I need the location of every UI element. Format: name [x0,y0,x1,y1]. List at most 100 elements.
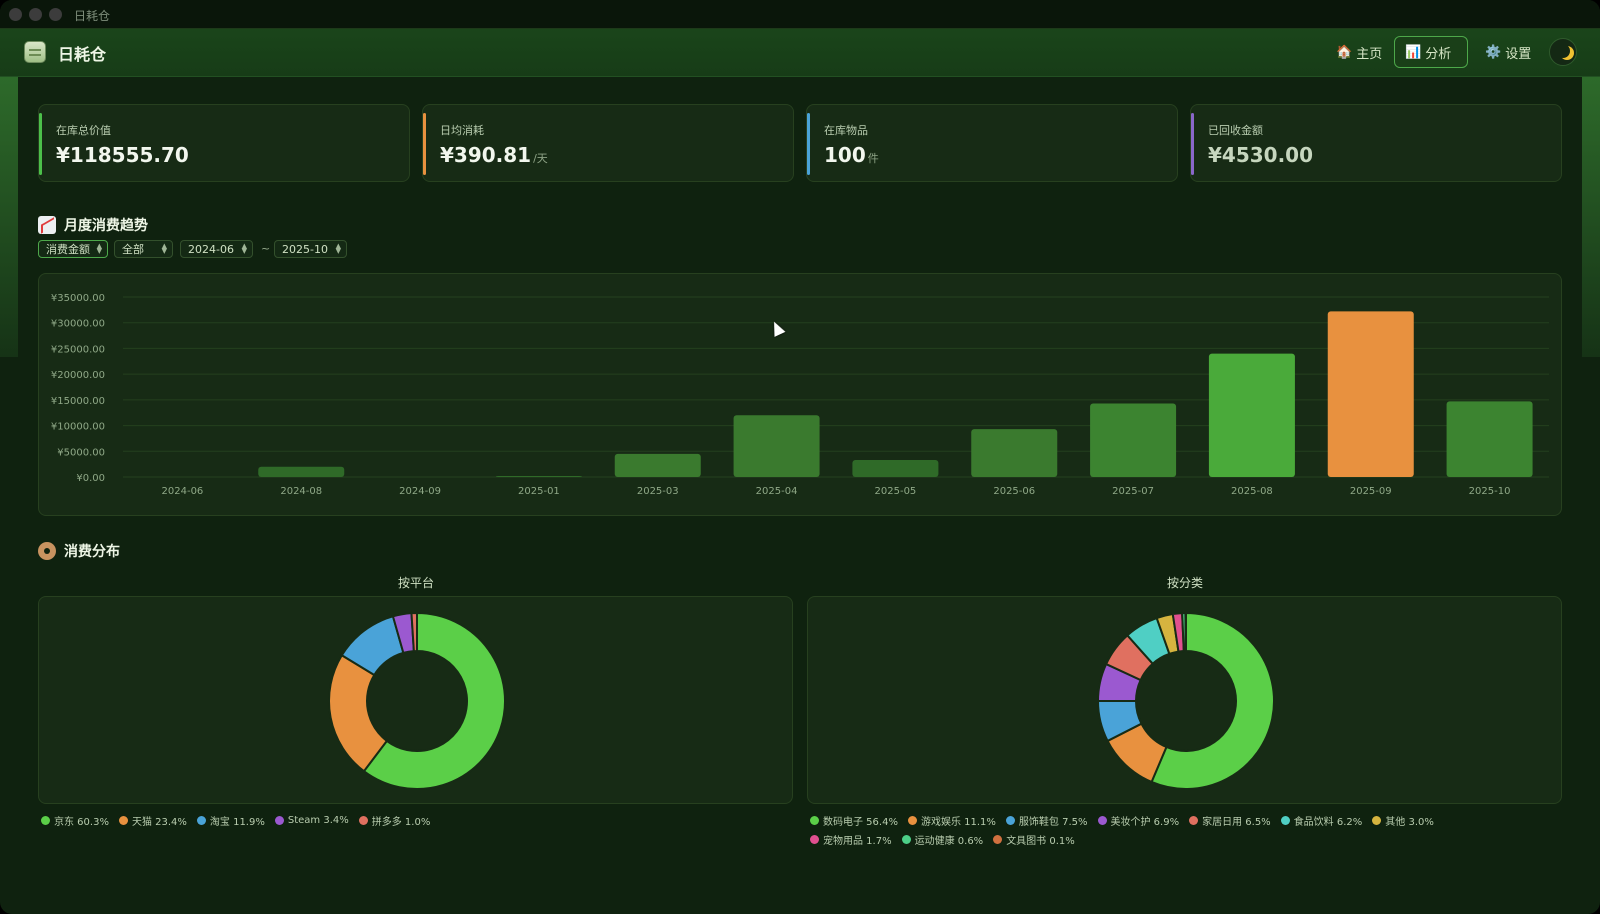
legend-item[interactable]: 食品饮料 6.2% [1280,813,1363,828]
slice-天猫[interactable] [328,653,389,773]
legend-label: 家居日用 6.5% [1202,817,1271,828]
nav-home[interactable]: 🏠 主页 [1326,36,1392,68]
app-name: 日耗仓 [58,45,107,64]
legend-item[interactable]: 游戏娱乐 11.1% [907,813,996,828]
trend-title-text: 月度消费趋势 [64,218,148,234]
legend-swatch [810,835,819,844]
house-icon: 🏠 [1336,44,1353,60]
stat-value-text: ¥4530.00 [1208,143,1314,167]
bar-2025-09[interactable] [1327,311,1414,477]
bar-2025-03[interactable] [614,453,701,477]
legend-item[interactable]: 运动健康 0.6% [901,832,983,847]
nav-analysis[interactable]: 📊 分析 [1394,36,1468,68]
legend-label: 美妆个护 6.9% [1110,817,1180,828]
zoom-window-button[interactable] [49,8,62,21]
y-tick-label: ¥0.00 [76,473,105,484]
legend-item[interactable]: 淘宝 11.9% [196,813,265,828]
bar-2025-07[interactable] [1090,403,1177,477]
distribution-section-title: 消费分布 [38,541,120,561]
bar-2024-08[interactable] [258,466,345,477]
bar-2025-04[interactable] [733,415,820,477]
bar-2025-06[interactable] [971,429,1058,477]
left-edge-glow [0,77,18,357]
legend-swatch [901,835,911,844]
slice-拼多多[interactable] [410,611,418,653]
slice-京东[interactable] [362,611,506,790]
platform-donut-panel [38,596,793,804]
legend-label: 文具图书 0.1% [1006,836,1075,847]
category-chart-title: 按分类 [1166,576,1203,590]
platform-legend: 京东 60.3% 天猫 23.4% 淘宝 11.9% Steam 3.4% 拼多多 1.… [41,813,781,828]
nav-analysis-label: 分析 [1425,46,1452,62]
select-arrows-icon: ▲ ▼ [241,242,247,255]
stat-value-text: ¥118555.70 [56,143,189,167]
legend-swatch [993,835,1003,844]
legend-item[interactable]: 数码电子 56.4% [810,813,898,828]
legend-swatch [1097,816,1107,825]
legend-swatch [274,816,284,825]
legend-label: 服饰鞋包 7.5% [1018,817,1088,828]
stat-value-text: ¥390.81 [440,143,532,167]
legend-item[interactable]: 天猫 23.4% [118,813,187,828]
slice-文具图书[interactable] [1184,611,1187,653]
select-arrows-icon: ▲ ▼ [96,242,102,255]
legend-item[interactable]: 文具图书 0.1% [993,832,1075,847]
bar-2025-08[interactable] [1208,353,1295,477]
legend-item[interactable]: 其他 3.0% [1372,813,1434,828]
legend-label: 淘宝 11.9% [209,817,265,828]
stat-label: 在库物品 [824,124,868,137]
distribution-title-text: 消费分布 [64,544,120,560]
start-month-select[interactable]: 2024-06 ▲ ▼ [180,240,253,258]
x-tick-label: 2025-03 [637,486,679,497]
legend-item[interactable]: 家居日用 6.5% [1189,813,1271,828]
end-month-select[interactable]: 2025-10 ▲ ▼ [274,240,347,258]
bar-chart-icon: 📊 [1405,44,1422,60]
bar-2025-05[interactable] [852,460,939,477]
x-tick-label: 2024-08 [280,486,322,497]
stat-label: 日均消耗 [440,124,484,137]
bar-2025-10[interactable] [1446,401,1533,477]
nav-settings[interactable]: ⚙️ 设置 [1475,36,1541,68]
trend-chart-panel: ¥0.00 ¥5000.00 ¥10000.00 ¥15000.00 ¥20000.00… [38,273,1562,516]
legend-swatch [1005,816,1015,825]
nav-settings-label: 设置 [1505,46,1532,62]
y-tick-label: ¥10000.00 [51,422,105,433]
legend-item[interactable]: 服饰鞋包 7.5% [1005,813,1088,828]
legend-label: 天猫 23.4% [131,817,187,828]
legend-swatch [1372,816,1382,825]
y-tick-label: ¥5000.00 [57,447,105,458]
stat-card-daily-consumption: 日均消耗 ¥390.81/天 [422,104,794,182]
legend-item[interactable]: Steam 3.4% [274,813,349,828]
close-window-button[interactable] [9,8,22,21]
legend-item[interactable]: 京东 60.3% [41,813,109,828]
minimize-window-button[interactable] [29,8,42,21]
legend-item[interactable]: 宠物用品 1.7% [810,832,892,847]
platform-chart-title: 按平台 [397,576,434,590]
bar-2025-01[interactable] [495,475,582,477]
metric-select[interactable]: 消费金额 ▲ ▼ [38,240,108,258]
category-donut-panel [807,596,1562,804]
metric-select-value: 消费金额 [46,243,90,256]
legend-item[interactable]: 拼多多 1.0% [358,813,431,828]
theme-toggle-button[interactable] [1549,38,1577,66]
legend-label: 京东 60.3% [54,817,109,828]
stat-value: ¥390.81/天 [440,143,548,167]
legend-item[interactable]: 美妆个护 6.9% [1097,813,1180,828]
y-tick-label: ¥15000.00 [51,396,105,407]
x-tick-label: 2025-07 [1112,486,1154,497]
stat-card-items-in-stock: 在库物品 100 件 [806,104,1178,182]
legend-label: Steam 3.4% [287,815,349,826]
slice-数码电子[interactable] [1150,611,1275,790]
stat-value-text: 100 [824,143,866,167]
platform-select[interactable]: 全部 ▲ ▼ [114,240,173,258]
app-header: 日耗仓 🏠 主页 📊 分析 ⚙️ 设置 [0,29,1600,77]
select-arrows-icon: ▲ ▼ [335,242,341,255]
range-separator: ~ [261,242,271,255]
x-tick-label: 2025-08 [1231,486,1273,497]
legend-label: 游戏娱乐 11.1% [920,817,996,828]
legend-label: 拼多多 1.0% [371,817,431,828]
legend-swatch [1189,816,1199,825]
legend-label: 食品饮料 6.2% [1293,817,1363,828]
platform-donut-chart [328,611,506,790]
